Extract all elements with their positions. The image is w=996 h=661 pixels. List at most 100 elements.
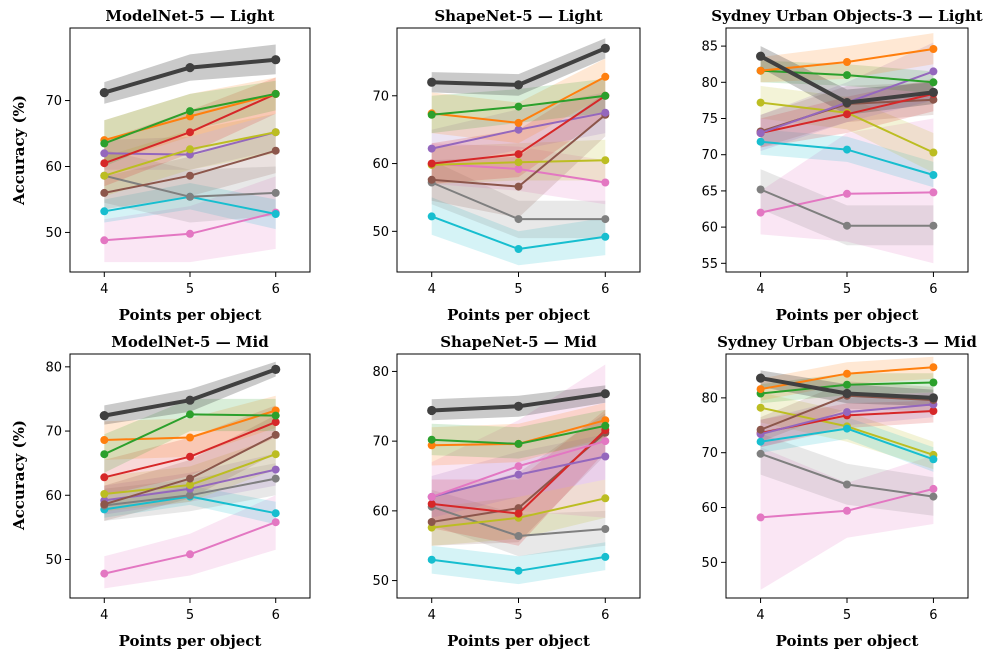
data-point	[929, 363, 938, 372]
data-point	[843, 71, 851, 80]
data-point	[186, 474, 194, 483]
data-point	[186, 192, 194, 201]
series-band-1	[104, 495, 276, 589]
y-tick-label: 60	[45, 489, 62, 504]
data-point	[99, 88, 109, 98]
chart-panel-2: 50 60 70 4 5 6 ShapeNet-5 — Light Points per ob…	[372, 7, 641, 324]
y-tick-label: 60	[701, 221, 718, 236]
y-tick-label: 60	[372, 157, 389, 172]
data-point	[601, 178, 610, 187]
series-band-1	[760, 447, 934, 590]
data-point	[514, 102, 523, 111]
chart-title: ShapeNet-5 — Mid	[440, 333, 597, 351]
data-point	[100, 473, 109, 482]
data-point	[100, 500, 109, 509]
data-point	[514, 150, 523, 159]
data-point	[843, 145, 851, 154]
chart-title: Sydney Urban Objects-3 — Light	[711, 7, 983, 25]
chart-title: ModelNet-5 — Light	[105, 7, 274, 25]
x-axis-label: Points per object	[776, 306, 919, 324]
series-band-8	[431, 402, 606, 466]
series-band-9	[431, 409, 606, 459]
data-point	[514, 532, 523, 540]
series-band-5	[104, 113, 276, 170]
data-point	[842, 388, 852, 399]
data-point	[601, 552, 610, 561]
data-point	[756, 373, 766, 383]
data-point	[427, 159, 436, 168]
data-point	[756, 513, 765, 522]
data-point	[186, 229, 194, 238]
data-point	[100, 188, 109, 197]
series-band-3	[760, 129, 934, 188]
data-point	[843, 189, 851, 198]
series-band-5	[431, 92, 606, 218]
x-tick-label: 4	[100, 608, 108, 623]
data-point	[185, 395, 195, 405]
data-point	[513, 401, 524, 411]
data-point	[756, 403, 765, 412]
data-point	[929, 67, 938, 76]
data-point	[427, 110, 436, 119]
data-point	[929, 45, 938, 53]
data-point	[186, 107, 194, 116]
data-point	[756, 208, 765, 217]
series-band-2	[431, 489, 606, 557]
data-point	[928, 87, 939, 97]
series-band-4	[431, 413, 606, 546]
data-point	[513, 80, 524, 90]
y-tick-label: 70	[372, 435, 389, 450]
data-point	[427, 555, 436, 564]
y-tick-label: 65	[701, 184, 718, 199]
x-axis-label: Points per object	[119, 306, 262, 324]
data-point	[928, 393, 939, 403]
x-tick-label: 5	[843, 608, 851, 623]
data-point	[601, 421, 610, 430]
data-point	[756, 66, 765, 75]
chart-panel-1: 50 60 70 4 5 6 ModelNet-5 — Light Points per ob…	[45, 7, 311, 324]
y-tick-label: 75	[701, 112, 718, 127]
y-tick-label: 70	[701, 446, 718, 461]
data-point	[427, 175, 436, 184]
data-point	[271, 128, 280, 137]
data-point	[514, 125, 523, 134]
data-point	[514, 509, 523, 518]
chart-panel-4: 50 60 70 80 4 5 6 ModelNet-5 — Mid Points per ob…	[45, 333, 311, 650]
data-point	[756, 185, 765, 194]
data-point	[186, 410, 194, 419]
data-point	[601, 91, 610, 100]
data-point	[185, 63, 195, 73]
data-point	[427, 441, 436, 450]
data-point	[929, 78, 938, 87]
y-tick-label: 50	[45, 226, 62, 241]
data-point	[186, 491, 194, 500]
x-tick-label: 4	[756, 282, 764, 297]
y-tick-label: 60	[701, 501, 718, 516]
series-band-10	[431, 38, 606, 96]
data-point	[271, 450, 280, 459]
data-point	[271, 210, 280, 218]
data-point	[186, 128, 194, 137]
data-point	[601, 494, 610, 503]
data-point	[929, 378, 938, 387]
data-point	[929, 171, 938, 179]
data-point	[427, 212, 436, 221]
data-point	[271, 89, 280, 98]
series-band-5	[431, 409, 606, 546]
data-point	[427, 77, 437, 87]
x-tick-label: 4	[756, 608, 764, 623]
x-tick-label: 4	[428, 608, 436, 623]
data-point	[271, 411, 280, 420]
x-tick-label: 6	[272, 282, 280, 297]
data-point	[601, 232, 610, 241]
data-point	[100, 236, 109, 245]
data-point	[514, 165, 523, 173]
series-band-7	[104, 405, 276, 496]
y-axis-label-bottom: Accuracy (%)	[10, 420, 28, 531]
data-point	[186, 145, 194, 154]
y-tick-label: 85	[701, 40, 718, 55]
y-tick-label: 70	[372, 89, 389, 104]
data-point	[186, 433, 194, 442]
data-point	[843, 110, 851, 119]
